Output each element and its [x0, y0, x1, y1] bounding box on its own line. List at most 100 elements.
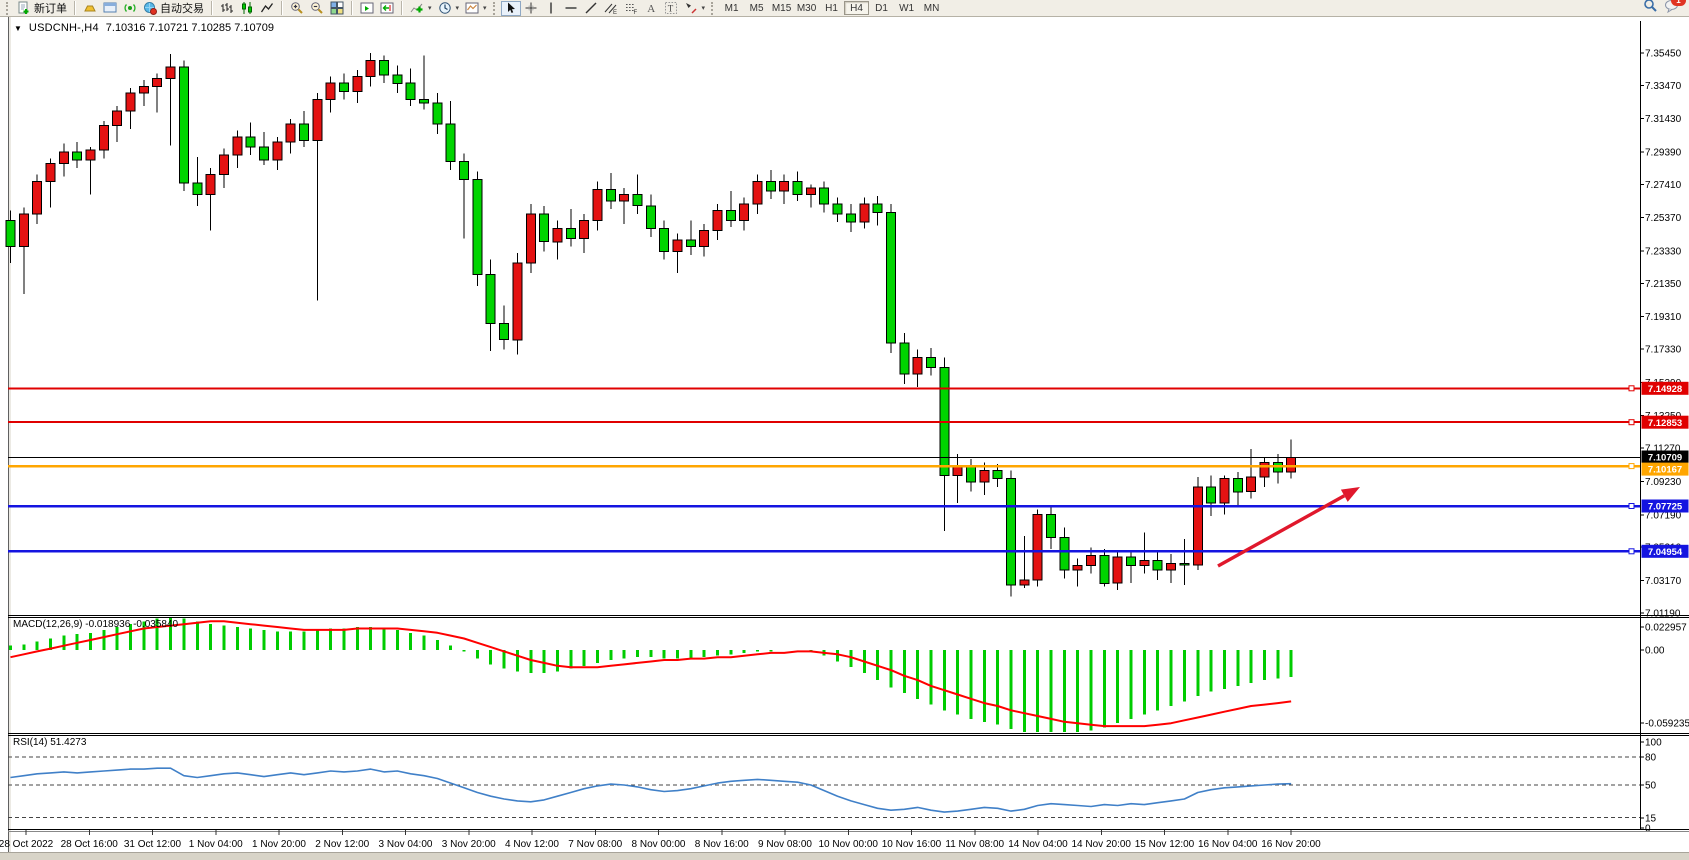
time-axis-label: 14 Nov 04:00	[1008, 839, 1068, 850]
candle-body	[445, 123, 456, 163]
auto-trading-icon	[143, 1, 157, 15]
time-axis-label: 1 Nov 20:00	[252, 839, 306, 850]
hline-handle[interactable]	[1628, 419, 1635, 426]
timeframe-MN[interactable]: MN	[923, 2, 940, 14]
gold-bar-icon-button[interactable]	[80, 1, 100, 16]
fibonacci-tool-button[interactable]: F	[621, 1, 641, 16]
arrows-dropdown-arrow[interactable]: ▾	[701, 5, 706, 12]
data-window-icon-button[interactable]	[100, 1, 120, 16]
line-chart-icon-button[interactable]	[257, 1, 277, 16]
time-axis-label: 11 Nov 08:00	[945, 839, 1004, 850]
price-axis-label: 7.29390	[1645, 148, 1682, 159]
candle-body	[1019, 579, 1030, 586]
candle-body	[632, 193, 643, 207]
hline-handle[interactable]	[1628, 385, 1635, 392]
time-axis-label: 10 Nov 00:00	[819, 839, 879, 850]
svg-text:A: A	[647, 3, 655, 15]
zoom-out-icon-button[interactable]	[307, 1, 327, 16]
candle-body	[98, 125, 109, 151]
hline-label-text: 7.07725	[1648, 502, 1683, 513]
chart-symbol-period: USDCNH-,H4	[28, 22, 99, 34]
zoom-in-icon-button[interactable]	[287, 1, 307, 16]
trendline-tool-button[interactable]	[581, 1, 601, 16]
trend-arrow-head[interactable]	[1340, 487, 1360, 502]
candle-body	[419, 99, 429, 104]
timeframe-W1[interactable]: W1	[899, 2, 915, 14]
candle-body	[832, 203, 843, 215]
candle-body	[58, 151, 69, 164]
candle-body	[1046, 514, 1056, 538]
new-order-button[interactable]: 新订单	[14, 1, 70, 16]
hline-handle[interactable]	[1628, 503, 1635, 509]
time-axis-label: 8 Nov 16:00	[695, 839, 749, 850]
timeframe-M15[interactable]: M15	[771, 2, 792, 14]
candle-body	[85, 149, 96, 161]
arrows-tool-button[interactable]: ▾	[681, 1, 709, 16]
crosshair-tool-button[interactable]	[521, 1, 541, 16]
price-axis-label: 7.17330	[1645, 345, 1682, 356]
signals-icon-button[interactable]	[120, 1, 140, 16]
svg-text:E: E	[613, 10, 617, 15]
auto-trading-label: 自动交易	[160, 3, 204, 15]
templates-button[interactable]: ▾	[462, 1, 490, 16]
candle-body	[299, 123, 309, 141]
chart-shift-icon-button[interactable]	[377, 1, 397, 16]
equidistant-channel-tool-button[interactable]: E	[601, 1, 621, 16]
timeframe-H4[interactable]: H4	[844, 1, 870, 15]
hline-handle[interactable]	[1628, 548, 1635, 555]
chart-collapse-icon[interactable]: ▼	[14, 23, 22, 33]
candle-body	[485, 273, 496, 324]
timeframe-M5[interactable]: M5	[749, 2, 764, 14]
candle-body	[312, 99, 323, 141]
candle-body	[259, 146, 269, 161]
rsi-axis-label: 15	[1645, 814, 1657, 825]
toolbar-grip[interactable]	[711, 1, 716, 15]
candle-body	[685, 239, 696, 248]
indicators-dropdown-arrow[interactable]: ▾	[428, 5, 432, 12]
price-axis-label: 7.21350	[1645, 279, 1682, 290]
candle-body	[525, 213, 536, 264]
indicators-button[interactable]: ▾	[407, 1, 435, 16]
timeframe-H1[interactable]: H1	[825, 2, 838, 14]
candle-body	[18, 213, 29, 248]
toolbar-right-tools: 1	[1643, 0, 1686, 18]
timeframe-M30[interactable]: M30	[796, 2, 817, 14]
toolbar-grip[interactable]	[492, 1, 498, 15]
vertical-line-tool-button[interactable]	[541, 1, 561, 16]
timeframe-M1[interactable]: M1	[724, 2, 739, 14]
notifications-button[interactable]: 1	[1664, 0, 1686, 18]
auto-trading-button[interactable]: 自动交易	[140, 1, 207, 16]
templates-dropdown-arrow[interactable]: ▾	[483, 5, 487, 12]
candle-body	[192, 182, 203, 195]
periods-button[interactable]: ▾	[435, 1, 463, 16]
time-axis-label: 4 Nov 12:00	[505, 839, 559, 850]
candle-body	[325, 82, 336, 100]
hline-label-text: 7.04954	[1648, 547, 1683, 558]
text-tool-button[interactable]: A	[641, 1, 661, 16]
candle-body	[992, 470, 1003, 480]
auto-scroll-icon-button[interactable]	[357, 1, 377, 16]
candle-body	[845, 213, 856, 223]
separator	[281, 1, 283, 15]
cursor-tool-button[interactable]	[500, 0, 521, 16]
trend-arrow[interactable]	[1217, 487, 1360, 568]
candlestick-chart-icon-button[interactable]	[237, 1, 257, 16]
candle-body	[125, 92, 136, 112]
horizontal-line-tool-button[interactable]	[561, 1, 581, 16]
candle-body	[1086, 555, 1096, 566]
timeframe-D1[interactable]: D1	[875, 2, 888, 14]
bar-chart-icon-button[interactable]	[217, 1, 237, 16]
price-axis-label: 7.25370	[1645, 213, 1682, 224]
toolbar-grip[interactable]	[6, 1, 11, 15]
candle-body	[1126, 556, 1137, 566]
hline-label-box	[1641, 499, 1689, 513]
search-icon[interactable]	[1643, 0, 1658, 18]
periods-dropdown-arrow[interactable]: ▾	[455, 5, 460, 12]
separator	[74, 1, 76, 15]
text-label-tool-button[interactable]: T	[661, 1, 681, 16]
trend-arrow-shaft[interactable]	[1217, 494, 1346, 568]
hline-handle[interactable]	[1628, 463, 1635, 470]
tile-windows-icon-button[interactable]	[327, 1, 347, 16]
level-lines	[8, 385, 1640, 555]
